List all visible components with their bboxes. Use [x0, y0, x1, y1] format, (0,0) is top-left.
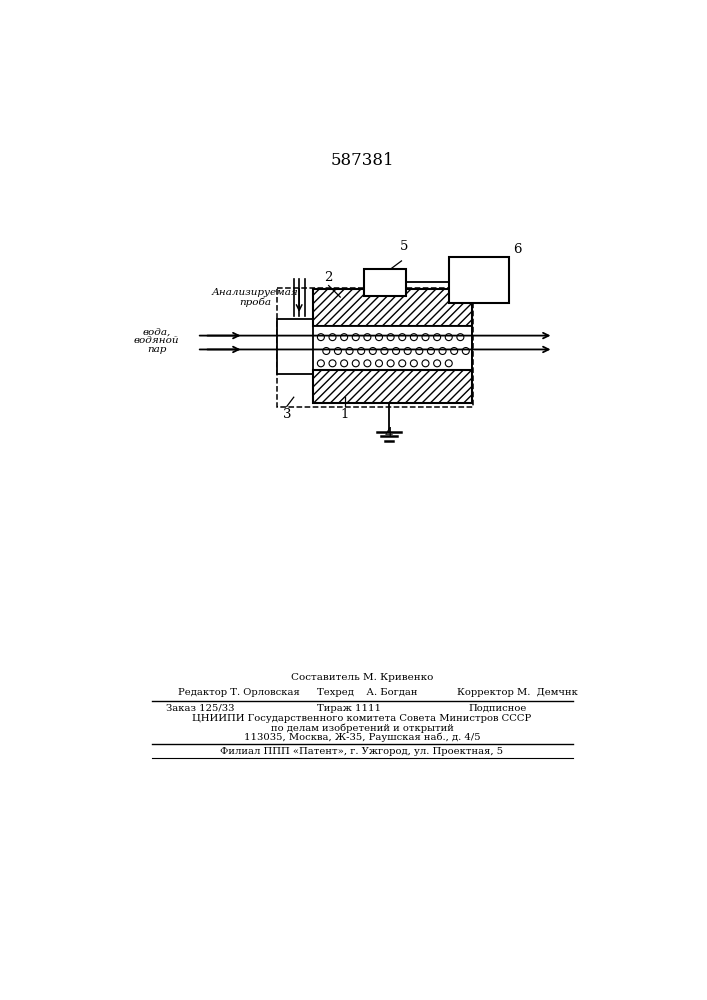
Text: Редактор Т. Орловская: Редактор Т. Орловская [177, 688, 299, 697]
Text: проба: проба [239, 297, 271, 307]
Text: ЦНИИПИ Государственного комитета Совета Министров СССР: ЦНИИПИ Государственного комитета Совета … [192, 714, 532, 723]
Text: Подписное: Подписное [468, 704, 527, 713]
Bar [277, 288, 473, 407]
Text: 6: 6 [513, 243, 521, 256]
Text: 5: 5 [399, 240, 408, 253]
Bar [449, 257, 509, 303]
Text: Корректор М.  Демчнк: Корректор М. Демчнк [457, 688, 578, 697]
Text: Составитель М. Кривенко: Составитель М. Кривенко [291, 673, 433, 682]
Text: 113035, Москва, Ж-35, Раушская наб., д. 4/5: 113035, Москва, Ж-35, Раушская наб., д. … [244, 733, 480, 742]
Text: Тираж 1111: Тираж 1111 [317, 704, 381, 713]
Text: 587381: 587381 [330, 152, 394, 169]
Bar [313, 289, 472, 326]
Bar [313, 370, 472, 403]
Bar [363, 269, 406, 296]
Bar [277, 319, 315, 374]
Text: Филиал ППП «Патент», г. Ужгород, ул. Проектная, 5: Филиал ППП «Патент», г. Ужгород, ул. Про… [221, 747, 503, 756]
Text: вода,: вода, [142, 328, 170, 337]
Text: пар: пар [147, 345, 166, 354]
Text: 2: 2 [325, 271, 333, 284]
Text: 1: 1 [341, 408, 349, 421]
Text: 3: 3 [283, 408, 291, 421]
Text: Техред    А. Богдан: Техред А. Богдан [317, 688, 418, 697]
Text: по делам изобретений и открытий: по делам изобретений и открытий [271, 724, 453, 733]
Text: 4: 4 [385, 427, 393, 440]
Bar [313, 326, 472, 370]
Text: водяной: водяной [134, 336, 180, 345]
Text: Анализируемая: Анализируемая [211, 288, 298, 297]
Text: Заказ 125/33: Заказ 125/33 [166, 704, 235, 713]
